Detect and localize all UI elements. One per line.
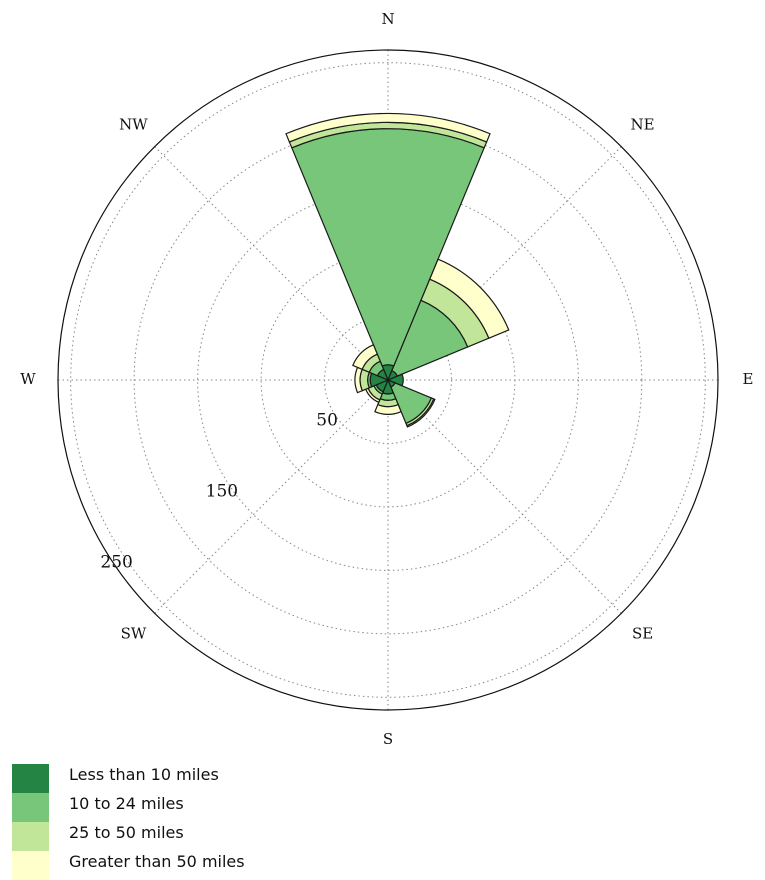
legend-swatch: [12, 764, 49, 793]
direction-label: SE: [632, 625, 653, 643]
wind-sector-n: [285, 112, 491, 143]
ring-label: 150: [206, 482, 238, 502]
direction-label: N: [381, 10, 394, 28]
legend-label: 25 to 50 miles: [69, 823, 184, 842]
direction-label: SW: [121, 625, 147, 643]
grid-spoke: [154, 379, 389, 614]
grid-spoke: [154, 146, 389, 381]
legend-swatch: [12, 822, 49, 851]
legend-label: Less than 10 miles: [69, 765, 219, 784]
wind-sector-ne: [428, 258, 510, 340]
legend-swatch: [12, 793, 49, 822]
wind-bars: [285, 112, 510, 428]
direction-label: S: [383, 730, 393, 748]
wind-sector-se: [406, 398, 436, 428]
direction-label: NW: [119, 115, 148, 133]
outer-ring: [57, 49, 719, 711]
direction-label: E: [743, 370, 754, 388]
wind-sector-s: [374, 403, 402, 415]
grid-spoke: [387, 379, 622, 614]
wind-sector-nw: [352, 344, 379, 371]
direction-label: W: [20, 370, 36, 388]
grid-ring: [133, 125, 643, 635]
legend-swatch: [12, 851, 49, 880]
legend-label: 10 to 24 miles: [69, 794, 184, 813]
grid-ring: [260, 252, 516, 508]
direction-label: NE: [631, 115, 655, 133]
ring-label: 50: [316, 411, 338, 431]
grid-ring: [324, 316, 452, 444]
axis-labels: N NE E SE S SW W NW 50 150 250: [20, 10, 753, 748]
wind-rose-chart: N NE E SE S SW W NW 50 150 250: [20, 10, 753, 748]
ring-label: 250: [100, 553, 132, 573]
grid-ring: [70, 62, 706, 698]
polar-grid: [57, 49, 719, 711]
legend-label: Greater than 50 miles: [69, 852, 245, 871]
